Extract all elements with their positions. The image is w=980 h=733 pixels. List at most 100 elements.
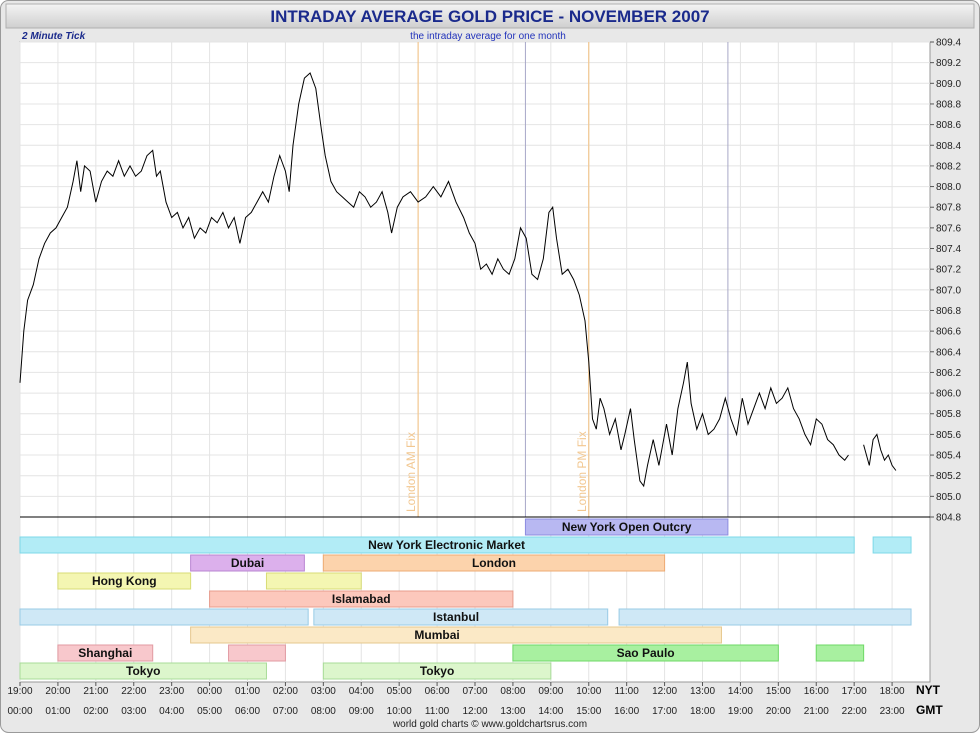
x-tick-label-nyt: 20:00 (45, 686, 70, 697)
y-tick-label: 805.6 (936, 430, 961, 441)
session-label: London (472, 556, 516, 570)
x-tick-label-nyt: 11:00 (615, 686, 640, 697)
x-tick-label-gmt: 08:00 (311, 706, 336, 717)
x-tick-label-nyt: 08:00 (500, 686, 525, 697)
x-tick-label-nyt: 04:00 (349, 686, 374, 697)
x-tick-label-gmt: 19:00 (728, 706, 753, 717)
x-tick-label-gmt: 18:00 (690, 706, 715, 717)
tick-label: 2 Minute Tick (21, 31, 86, 42)
y-tick-label: 808.0 (936, 182, 961, 193)
x-tick-label-gmt: 02:00 (83, 706, 108, 717)
session-bar (209, 590, 514, 608)
x-tick-label-gmt: 09:00 (349, 706, 374, 717)
x-tick-label-nyt: 02:00 (273, 686, 298, 697)
y-tick-label: 806.6 (936, 327, 961, 338)
x-tick-label-nyt: 07:00 (462, 686, 487, 697)
session-label: Hong Kong (92, 574, 157, 588)
chart-credit: world gold charts © www.goldchartsrus.co… (392, 719, 587, 730)
x-tick-label-gmt: 06:00 (235, 706, 260, 717)
market-sessions: New York Open Outcry New York Electronic … (19, 518, 912, 680)
session-bar (815, 644, 865, 662)
y-tick-label: 807.8 (936, 203, 961, 214)
y-tick-label: 804.8 (936, 513, 961, 524)
x-tick-label-nyt: 00:00 (197, 686, 222, 697)
y-tick-label: 808.6 (936, 120, 961, 131)
session-bar (618, 608, 912, 626)
session-bar (19, 662, 267, 680)
session-bar (19, 536, 855, 554)
session-label: Tokyo (126, 664, 160, 678)
session-bar (322, 662, 552, 680)
session-bar (57, 572, 192, 590)
y-tick-label: 808.2 (936, 161, 961, 172)
y-tick-label: 808.4 (936, 141, 961, 152)
x-tick-label-nyt: 06:00 (425, 686, 450, 697)
x-tick-label-gmt: 17:00 (652, 706, 677, 717)
price-series (19, 72, 897, 488)
x-tick-label-nyt: 12:00 (652, 686, 677, 697)
x-tick-label-nyt: 17:00 (842, 686, 867, 697)
price-line (19, 72, 849, 488)
y-tick-label: 808.8 (936, 99, 961, 110)
y-tick-label: 809.4 (936, 38, 961, 49)
session-bar (190, 626, 722, 644)
y-tick-label: 805.4 (936, 451, 961, 462)
x-tick-label-nyt: 23:00 (159, 686, 184, 697)
x-axis: 19:00 20:00 21:00 22:00 23:00 00:00 01:00 02:00… (7, 682, 905, 717)
x-tick-label-gmt: 23:00 (880, 706, 905, 717)
price-line (863, 433, 897, 471)
x-tick-label-gmt: 14:00 (538, 706, 563, 717)
x-tick-label-nyt: 13:00 (690, 686, 715, 697)
fix-label: London AM Fix (404, 432, 418, 512)
x-tick-label-gmt: 04:00 (159, 706, 184, 717)
session-label: New York Open Outcry (562, 520, 692, 534)
chart-title: INTRADAY AVERAGE GOLD PRICE - NOVEMBER 2… (270, 7, 709, 26)
session-bar (57, 644, 154, 662)
y-tick-label: 807.0 (936, 285, 961, 296)
x-tick-label-nyt: 05:00 (387, 686, 412, 697)
gmt-label: GMT (916, 703, 943, 717)
fix-markers: London AM Fix London PM Fix (404, 42, 729, 517)
x-tick-label-nyt: 22:00 (121, 686, 146, 697)
session-bar (512, 644, 779, 662)
x-tick-label-gmt: 10:00 (387, 706, 412, 717)
y-tick-label: 807.4 (936, 244, 961, 255)
chart-subtitle: the intraday average for one month (410, 31, 566, 42)
session-bar (524, 518, 729, 536)
y-tick-label: 807.6 (936, 223, 961, 234)
session-label: Istanbul (433, 610, 479, 624)
x-tick-label-nyt: 19:00 (7, 686, 32, 697)
x-tick-label-gmt: 07:00 (273, 706, 298, 717)
x-tick-label-nyt: 15:00 (766, 686, 791, 697)
x-tick-label-gmt: 12:00 (462, 706, 487, 717)
session-label: Sao Paulo (617, 646, 675, 660)
x-tick-label-gmt: 21:00 (804, 706, 829, 717)
y-tick-label: 809.2 (936, 58, 961, 69)
x-tick-label-nyt: 18:00 (880, 686, 905, 697)
y-tick-label: 806.4 (936, 347, 961, 358)
x-tick-label-gmt: 20:00 (766, 706, 791, 717)
x-tick-label-gmt: 22:00 (842, 706, 867, 717)
session-label: Shanghai (78, 646, 132, 660)
x-tick-label-nyt: 16:00 (804, 686, 829, 697)
x-tick-label-nyt: 14:00 (728, 686, 753, 697)
x-tick-label-gmt: 16:00 (614, 706, 639, 717)
session-bar (265, 572, 362, 590)
fix-label: London PM Fix (575, 431, 589, 512)
session-label: Islamabad (332, 592, 391, 606)
session-bar (19, 608, 309, 626)
session-bar (313, 608, 609, 626)
title-bar (5, 3, 975, 29)
x-tick-label-nyt: 03:00 (311, 686, 336, 697)
y-axis: 809.4 809.2 809.0 808.8 808.6 808.4 808.2 808.0… (930, 38, 961, 524)
x-tick-label-gmt: 03:00 (121, 706, 146, 717)
x-tick-label-gmt: 05:00 (197, 706, 222, 717)
session-bar (228, 644, 286, 662)
session-label: Tokyo (420, 664, 454, 678)
y-tick-label: 805.0 (936, 492, 961, 503)
session-label: Dubai (231, 556, 264, 570)
y-tick-label: 806.2 (936, 368, 961, 379)
y-tick-label: 805.2 (936, 471, 961, 482)
x-tick-label-gmt: 00:00 (7, 706, 32, 717)
